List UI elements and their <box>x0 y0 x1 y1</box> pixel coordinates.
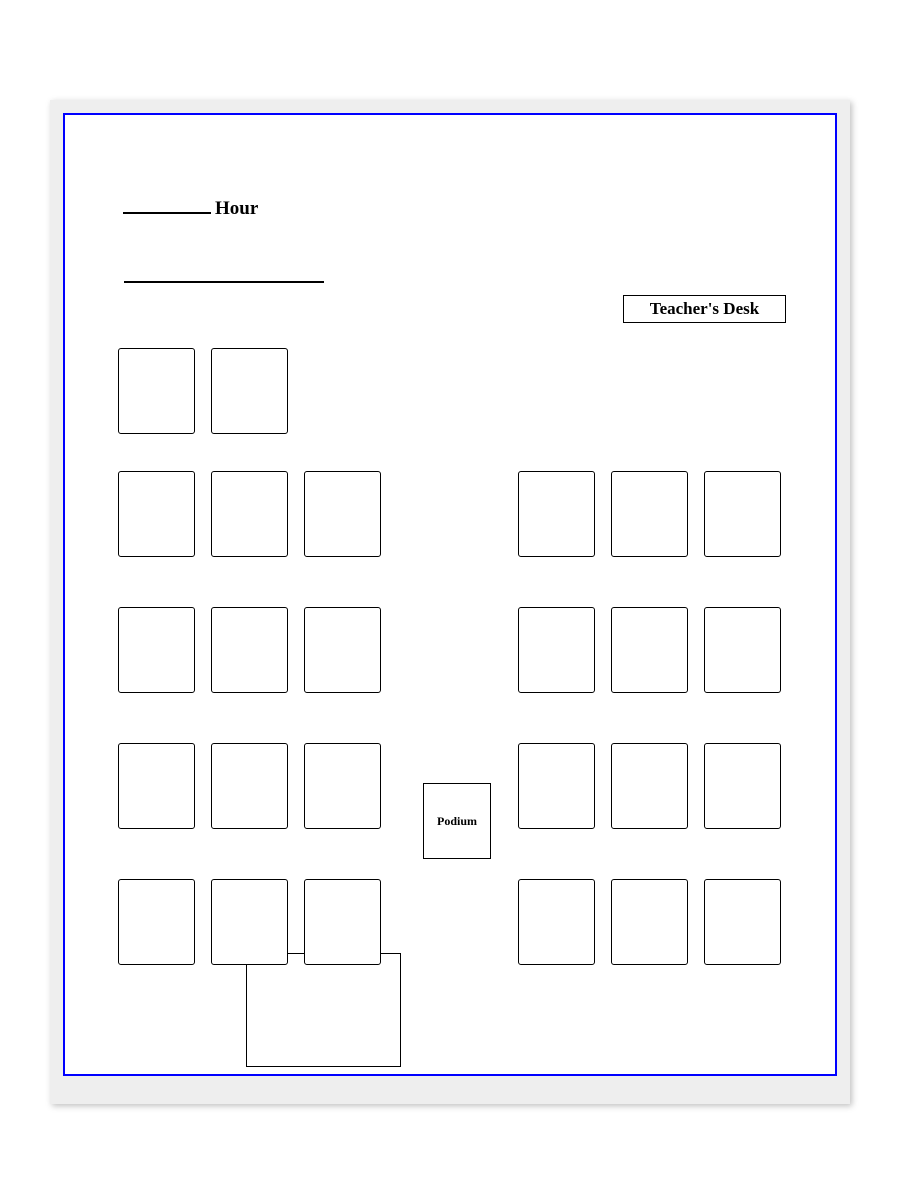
teacher-desk-label: Teacher's Desk <box>650 299 759 319</box>
seat-left-1 <box>211 348 288 434</box>
teacher-desk: Teacher's Desk <box>623 295 786 323</box>
front-table <box>246 953 401 1067</box>
seat-right-7 <box>611 743 688 829</box>
seat-right-5 <box>704 607 781 693</box>
seat-left-11 <box>118 879 195 965</box>
seat-right-4 <box>611 607 688 693</box>
seat-left-2 <box>118 471 195 557</box>
seat-right-3 <box>518 607 595 693</box>
hour-label: Hour <box>215 198 258 220</box>
seat-right-0 <box>518 471 595 557</box>
hour-text: Hour <box>215 198 258 219</box>
seat-right-10 <box>611 879 688 965</box>
seat-left-13 <box>304 879 381 965</box>
podium-label: Podium <box>437 814 477 829</box>
seat-right-9 <box>518 879 595 965</box>
seat-left-10 <box>304 743 381 829</box>
seat-right-6 <box>518 743 595 829</box>
hour-underline <box>123 212 211 214</box>
second-underline <box>124 281 324 283</box>
seat-left-7 <box>304 607 381 693</box>
seat-right-1 <box>611 471 688 557</box>
seat-right-8 <box>704 743 781 829</box>
seat-left-8 <box>118 743 195 829</box>
seat-right-2 <box>704 471 781 557</box>
seat-left-9 <box>211 743 288 829</box>
seat-left-0 <box>118 348 195 434</box>
podium: Podium <box>423 783 491 859</box>
seat-left-3 <box>211 471 288 557</box>
seat-right-11 <box>704 879 781 965</box>
seat-left-5 <box>118 607 195 693</box>
seat-left-6 <box>211 607 288 693</box>
seat-left-4 <box>304 471 381 557</box>
seat-left-12 <box>211 879 288 965</box>
